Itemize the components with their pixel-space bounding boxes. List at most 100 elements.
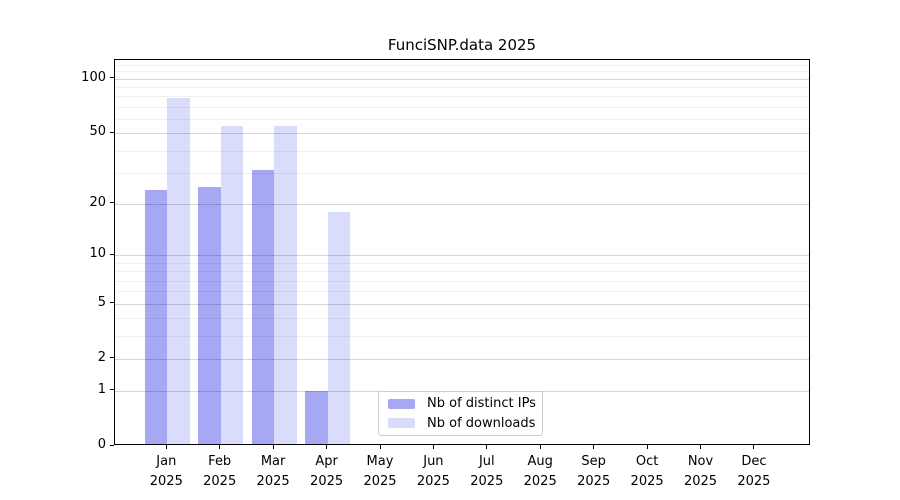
x-tick-mark [165, 445, 167, 449]
minor-gridline [115, 280, 809, 282]
y-tick-label: 50 [89, 124, 106, 140]
major-gridline [115, 133, 809, 135]
x-tick-mark [700, 445, 701, 449]
minor-gridline [115, 119, 809, 120]
y-tick-mark [110, 357, 114, 359]
x-tick-year: 2025 [470, 473, 504, 489]
x-tick-year: 2025 [310, 473, 344, 489]
y-tick-mark [110, 131, 114, 133]
legend-swatch-distinct-ips [388, 398, 415, 409]
x-tick-label: Apr 2025 [287, 452, 367, 491]
x-tick-mark [539, 445, 541, 449]
x-tick-mark [326, 445, 328, 449]
x-tick-month: Apr [315, 454, 338, 469]
y-tick-label: 0 [97, 437, 106, 452]
bar-distinct-ips [144, 189, 168, 444]
x-tick-month: Jan [156, 454, 177, 469]
legend: Nb of distinct IPs Nb of downloads [378, 391, 543, 436]
x-tick-label: Oct 2025 [607, 452, 687, 491]
chart-title: FunciSNP.data 2025 [387, 36, 537, 54]
x-tick-label: Aug 2025 [500, 452, 580, 491]
x-tick-label: Dec 2025 [714, 452, 794, 491]
minor-gridline [115, 64, 809, 66]
bar-downloads [327, 211, 351, 444]
x-tick-label: Nov 2025 [661, 452, 741, 491]
legend-label-distinct-ips: Nb of distinct IPs [427, 396, 536, 412]
y-tick-mark [110, 444, 114, 446]
x-tick-year: 2025 [149, 473, 183, 489]
plot-area [114, 59, 810, 445]
y-tick-mark [110, 389, 114, 391]
x-tick-year: 2025 [737, 473, 771, 489]
major-gridline [115, 255, 809, 257]
x-tick-mark [646, 445, 648, 449]
minor-gridline [115, 96, 809, 98]
minor-gridline [115, 291, 809, 293]
x-tick-year: 2025 [683, 473, 718, 489]
x-tick-month: May [366, 454, 394, 469]
x-tick-label: Jul 2025 [447, 452, 527, 491]
y-tick-label: 100 [81, 69, 106, 85]
x-tick-year: 2025 [577, 473, 611, 489]
bar-downloads [167, 98, 190, 444]
x-tick-mark [379, 445, 381, 449]
x-tick-label: Mar 2025 [233, 452, 313, 491]
y-tick-mark [110, 302, 114, 303]
x-tick-year: 2025 [363, 473, 397, 489]
x-tick-mark [219, 445, 221, 449]
x-tick-label: Feb 2025 [180, 452, 260, 491]
x-tick-month: Sep [581, 454, 606, 469]
x-tick-year: 2025 [256, 473, 290, 489]
y-tick-mark [110, 202, 114, 204]
minor-gridline [115, 318, 809, 319]
bar-distinct-ips [305, 390, 328, 444]
x-tick-label: Sep 2025 [554, 452, 634, 491]
major-gridline [115, 78, 809, 80]
major-gridline [115, 358, 809, 360]
x-tick-mark [753, 445, 755, 449]
x-tick-year: 2025 [630, 473, 664, 489]
x-tick-label: May 2025 [340, 452, 420, 491]
legend-label-downloads: Nb of downloads [427, 415, 536, 431]
x-tick-month: Oct [635, 454, 659, 469]
legend-swatch-downloads [388, 418, 415, 429]
y-tick-label: 10 [89, 246, 106, 262]
x-tick-year: 2025 [523, 473, 557, 489]
major-gridline [115, 303, 809, 305]
x-tick-label: Jun 2025 [393, 452, 473, 491]
x-tick-label: Jan 2025 [126, 452, 206, 491]
bar-distinct-ips [198, 186, 221, 444]
y-tick-mark [110, 253, 114, 255]
bar-downloads [274, 125, 297, 444]
x-tick-year: 2025 [203, 473, 237, 489]
y-tick-label: 5 [97, 294, 106, 310]
x-tick-month: Nov [687, 454, 714, 469]
minor-gridline [115, 271, 809, 273]
major-gridline [115, 203, 809, 205]
x-tick-month: Mar [260, 454, 286, 469]
y-tick-mark [110, 77, 114, 79]
minor-gridline [115, 106, 809, 108]
y-tick-label: 20 [89, 194, 106, 210]
x-tick-mark [432, 445, 434, 449]
bar-distinct-ips [251, 170, 275, 444]
x-tick-month: Aug [527, 454, 553, 469]
minor-gridline [115, 335, 809, 337]
x-tick-mark [272, 445, 274, 449]
legend-row-downloads: Nb of downloads [388, 414, 536, 434]
minor-gridline [115, 262, 809, 264]
legend-row-distinct-ips: Nb of distinct IPs [388, 394, 536, 414]
x-tick-mark [486, 445, 488, 449]
x-tick-mark [593, 445, 595, 449]
minor-gridline [115, 150, 809, 152]
x-tick-year: 2025 [416, 473, 450, 489]
minor-gridline [115, 87, 809, 89]
y-tick-label: 1 [97, 381, 106, 397]
x-tick-month: Jul [478, 454, 495, 469]
minor-gridline [115, 172, 809, 174]
minor-gridline [115, 71, 809, 73]
bar-downloads [220, 125, 244, 444]
x-tick-month: Feb [208, 454, 232, 469]
x-tick-month: Dec [741, 454, 767, 469]
